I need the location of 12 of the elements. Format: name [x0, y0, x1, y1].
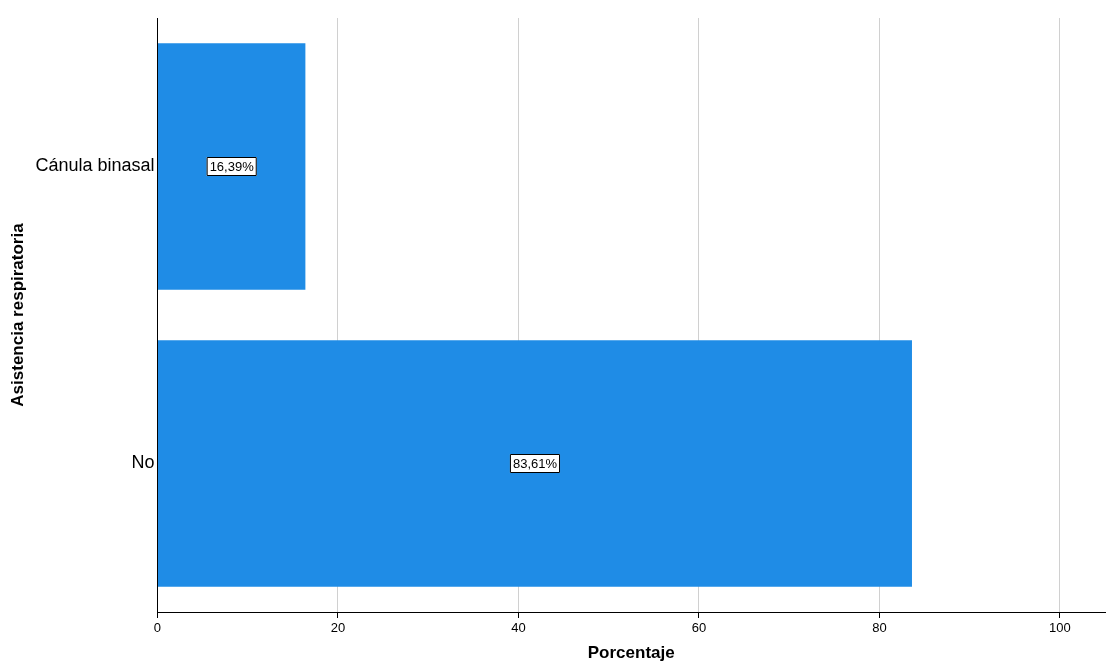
- data-label: 83,61%: [512, 456, 558, 472]
- x-tick-label: 80: [872, 620, 887, 636]
- y-tick-label: No: [131, 452, 155, 473]
- y-axis-title: Asistencia respiratoria: [7, 222, 27, 407]
- x-tick-label: 40: [511, 620, 526, 636]
- x-tick-label: 60: [691, 620, 707, 636]
- x-axis-title: Porcentaje: [587, 643, 675, 663]
- x-tick-label: 100: [1049, 620, 1071, 636]
- x-tick-label: 20: [330, 620, 346, 636]
- data-label: 16,39%: [209, 159, 255, 175]
- x-tick-label: 0: [153, 620, 162, 636]
- y-tick-label: Cánula binasal: [35, 155, 155, 176]
